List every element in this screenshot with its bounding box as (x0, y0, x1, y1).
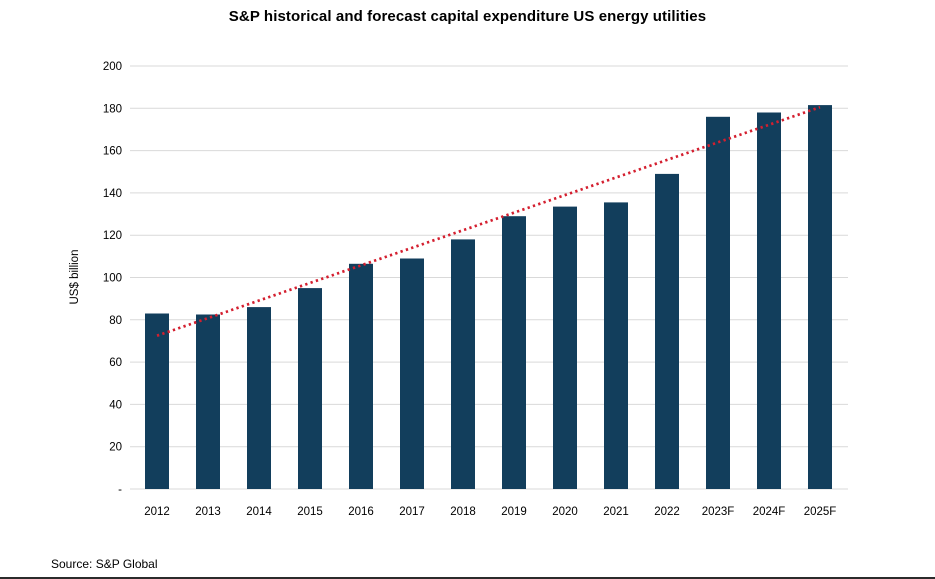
x-tick-label: 2012 (144, 506, 170, 518)
x-tick-label: 2023F (702, 506, 735, 518)
bar-2023F (706, 116, 730, 490)
bar-2015 (298, 288, 322, 489)
x-tick-label: 2020 (552, 506, 578, 518)
x-tick-label: 2013 (195, 506, 221, 518)
bar-2020 (553, 206, 577, 489)
y-tick-label: - (118, 484, 122, 496)
bar-2021 (604, 202, 628, 489)
y-tick-label: 160 (103, 146, 122, 158)
x-tick-label: 2018 (450, 506, 476, 518)
bottom-divider (0, 577, 935, 579)
x-tick-label: 2021 (603, 506, 629, 518)
bar-2018 (451, 239, 475, 489)
trendline (156, 105, 821, 337)
x-tick-label: 2024F (753, 506, 786, 518)
bar-2025F (808, 105, 832, 489)
x-tick-label: 2025F (804, 506, 837, 518)
y-tick-label: 100 (103, 273, 122, 285)
bar-2012 (145, 313, 169, 489)
x-tick-label: 2017 (399, 506, 425, 518)
x-tick-label: 2019 (501, 506, 527, 518)
bar-2019 (502, 216, 526, 489)
y-tick-label: 140 (103, 188, 122, 200)
y-tick-label: 200 (103, 61, 122, 73)
y-tick-label: 40 (109, 399, 122, 411)
bar-2022 (655, 173, 679, 489)
y-tick-label: 20 (109, 442, 122, 454)
chart-title: S&P historical and forecast capital expe… (228, 8, 707, 25)
bar-2024F (757, 112, 781, 489)
y-tick-label: 120 (103, 230, 122, 242)
bar-2016 (349, 263, 373, 489)
x-tick-label: 2016 (348, 506, 374, 518)
y-tick-label: 180 (103, 103, 122, 115)
y-tick-label: 80 (109, 315, 122, 327)
bar-2014 (247, 307, 271, 489)
x-tick-label: 2022 (654, 506, 680, 518)
y-axis-title: US$ billion (69, 250, 81, 305)
x-tick-label: 2015 (297, 506, 323, 518)
bar-2017 (400, 258, 424, 489)
y-tick-label: 60 (109, 357, 122, 369)
bar-2013 (196, 314, 220, 489)
x-tick-label: 2014 (246, 506, 272, 518)
source-note: Source: S&P Global (51, 557, 158, 571)
